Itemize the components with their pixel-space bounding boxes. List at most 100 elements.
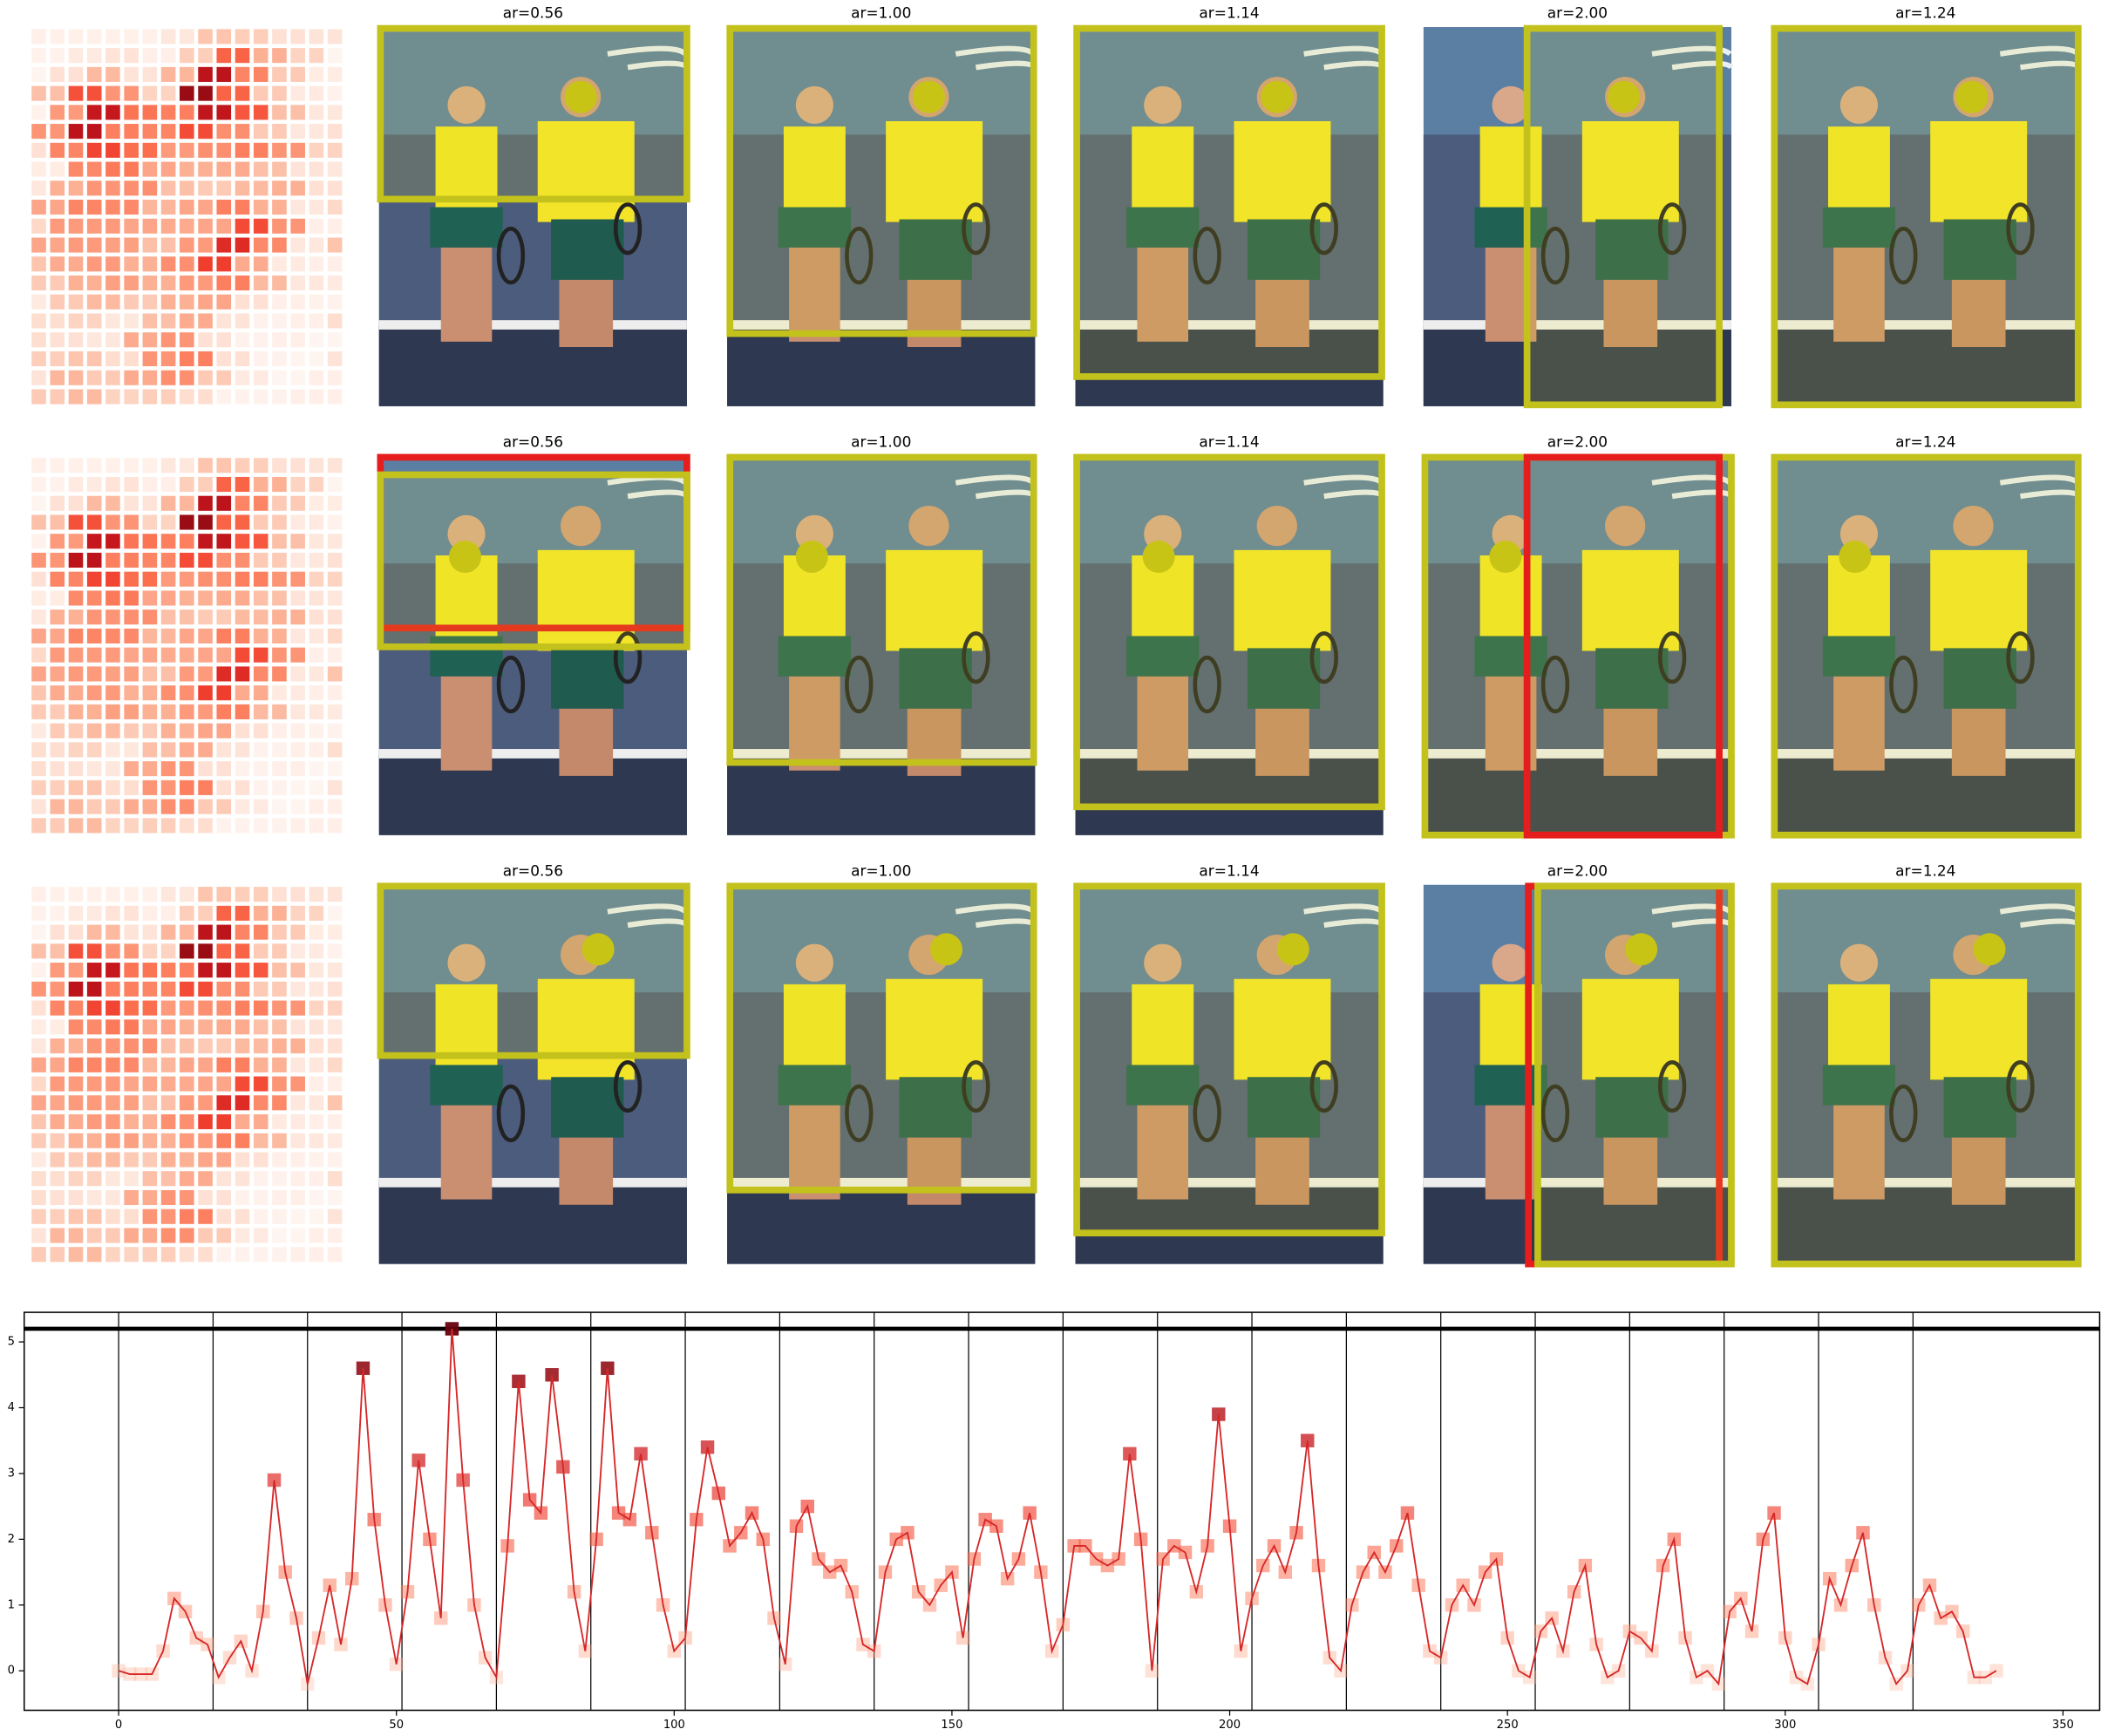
heat-cell bbox=[290, 370, 305, 385]
heat-cell bbox=[290, 963, 305, 978]
heat-cell bbox=[198, 887, 213, 902]
heat-cell bbox=[50, 647, 65, 663]
heat-cell bbox=[216, 66, 232, 82]
x-tick-label: 350 bbox=[2052, 1719, 2074, 1732]
shorts bbox=[899, 1077, 972, 1138]
heat-cell bbox=[160, 1208, 176, 1224]
heat-cell bbox=[290, 275, 305, 291]
heat-cell bbox=[327, 200, 343, 215]
heat-cell bbox=[68, 609, 84, 625]
photo bbox=[1771, 455, 2082, 835]
heat-cell bbox=[216, 237, 232, 253]
heat-cell bbox=[31, 142, 46, 158]
net-top bbox=[1771, 320, 2080, 330]
racket bbox=[845, 1084, 874, 1143]
heat-cell bbox=[327, 1171, 343, 1187]
heat-cell bbox=[124, 609, 139, 625]
heat-cell bbox=[198, 723, 213, 739]
heat-cell bbox=[272, 818, 287, 834]
heat-cell bbox=[142, 237, 158, 253]
heat-cell bbox=[160, 142, 176, 158]
heat-cell bbox=[198, 1189, 213, 1206]
heat-cell bbox=[216, 1228, 232, 1243]
heat-cell bbox=[50, 905, 65, 921]
heat-cell bbox=[160, 1228, 176, 1243]
heat-cell bbox=[180, 48, 194, 64]
heat-cell bbox=[124, 742, 139, 758]
heat-cell bbox=[272, 552, 287, 568]
heat-cell bbox=[142, 29, 158, 44]
heat-cell bbox=[31, 1038, 46, 1054]
heat-cell bbox=[124, 1247, 139, 1263]
heat-cell bbox=[253, 534, 269, 549]
heat-cell bbox=[180, 647, 194, 663]
heat-cell bbox=[68, 704, 84, 719]
heat-cell bbox=[198, 628, 213, 644]
heat-cell bbox=[105, 943, 120, 959]
heat-cell bbox=[180, 963, 194, 978]
racket bbox=[962, 202, 990, 255]
heat-cell bbox=[124, 1038, 139, 1054]
shirt bbox=[886, 978, 983, 1080]
racket bbox=[1889, 1084, 1918, 1143]
shorts bbox=[1595, 648, 1669, 709]
heat-cell bbox=[124, 142, 139, 158]
heat-cell bbox=[105, 924, 120, 940]
heat-cell bbox=[86, 1095, 102, 1111]
heat-cell bbox=[198, 905, 213, 921]
heat-cell bbox=[105, 887, 120, 902]
heat-cell bbox=[327, 666, 343, 682]
heat-cell bbox=[216, 761, 232, 777]
heat-cell bbox=[253, 1019, 269, 1035]
heat-cell bbox=[50, 275, 65, 291]
heat-cell bbox=[86, 963, 102, 978]
heat-cell bbox=[327, 1019, 343, 1035]
heat-cell bbox=[309, 1095, 324, 1111]
heat-cell bbox=[180, 981, 194, 997]
heat-cell bbox=[124, 476, 139, 493]
heat-cell bbox=[68, 1208, 84, 1224]
heat-cell bbox=[327, 818, 343, 834]
heat-cell bbox=[105, 685, 120, 701]
heat-cell bbox=[68, 742, 84, 758]
heat-cell bbox=[198, 313, 213, 329]
heat-cell bbox=[50, 370, 65, 385]
heat-cell bbox=[124, 29, 139, 44]
heat-cell bbox=[235, 590, 250, 606]
heat-cell bbox=[124, 943, 139, 959]
heat-cell bbox=[142, 1152, 158, 1168]
photo bbox=[378, 884, 690, 1264]
heat-cell bbox=[180, 723, 194, 739]
heat-cell bbox=[327, 1095, 343, 1111]
heat-cell bbox=[198, 105, 213, 120]
skirt bbox=[1822, 207, 1896, 248]
shirt bbox=[1132, 126, 1194, 210]
heat-cell bbox=[253, 590, 269, 606]
heat-cell bbox=[68, 1000, 84, 1016]
heat-cell bbox=[160, 458, 176, 473]
heat-cell bbox=[290, 1247, 305, 1263]
heat-cell bbox=[31, 628, 46, 644]
net bbox=[1423, 325, 1731, 406]
heat-cell bbox=[198, 1228, 213, 1243]
heat-cell bbox=[142, 590, 158, 606]
heat-cell bbox=[31, 666, 46, 682]
heat-cell bbox=[290, 180, 305, 196]
heat-cell bbox=[160, 963, 176, 978]
panel-title: ar=2.00 bbox=[1547, 432, 1608, 450]
heat-cell bbox=[124, 628, 139, 644]
net bbox=[1771, 754, 2080, 835]
shorts bbox=[1247, 1077, 1321, 1138]
heat-cell bbox=[272, 761, 287, 777]
heat-cell bbox=[68, 761, 84, 777]
heat-cell bbox=[253, 704, 269, 719]
heat-cell bbox=[272, 571, 287, 587]
heat-cell bbox=[309, 534, 324, 549]
heat-cell bbox=[68, 1095, 84, 1111]
heat-cell bbox=[68, 799, 84, 814]
heat-cell bbox=[235, 161, 250, 177]
heat-cell bbox=[253, 609, 269, 625]
x-tick-label: 150 bbox=[941, 1719, 962, 1732]
heat-cell bbox=[86, 943, 102, 959]
